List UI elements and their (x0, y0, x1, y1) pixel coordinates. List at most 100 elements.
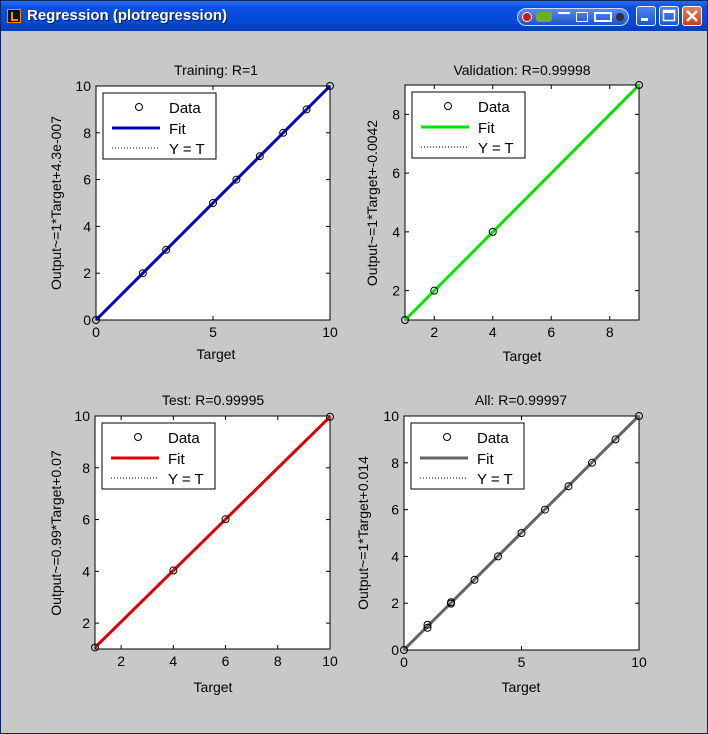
fit-line (94, 84, 332, 322)
legend-label: Data (477, 430, 509, 447)
x-axis-label: Target (197, 346, 236, 362)
legend-data-marker (135, 103, 143, 111)
legend-label: Fit (477, 451, 494, 468)
data-point (209, 199, 217, 207)
y-tick-label: 6 (83, 172, 91, 188)
y-tick-label: 0 (83, 312, 91, 328)
close-button[interactable] (682, 6, 702, 26)
title-bar[interactable]: Regression (plotregression) (1, 1, 707, 31)
legend-label: Data (169, 100, 201, 117)
plot-marks: 0 5 10 0 2 4 6 8 10 (383, 408, 647, 670)
data-point (91, 643, 99, 652)
x-tick-label: 10 (322, 324, 338, 340)
y-tick-label: 10 (74, 408, 90, 424)
title-extra-buttons (517, 8, 629, 26)
test-plot: Test: R=0.99995 Target Output~=0.99*Targ… (48, 392, 338, 695)
x-tick-label: 2 (117, 653, 125, 669)
record-icon[interactable] (522, 12, 532, 22)
data-point (611, 435, 620, 444)
data-point (162, 245, 171, 254)
y-axis-label: Output~=1*Target+4.3e-007 (48, 116, 64, 290)
legend-label: Y = T (169, 141, 205, 158)
legend-data-marker (134, 433, 142, 441)
x-tick-label: 5 (518, 654, 526, 670)
plot-marks: 2 4 6 8 10 2 4 6 8 10 (74, 408, 338, 669)
data-point (232, 175, 241, 184)
x-tick-label: 0 (400, 654, 408, 670)
data-point (494, 552, 502, 561)
x-tick-label: 4 (489, 324, 497, 340)
y-tick-label: 2 (82, 615, 90, 631)
close-icon (686, 10, 698, 22)
x-tick-label: 8 (606, 324, 614, 340)
fit-line (403, 84, 641, 322)
legend: Data Fit Y = T (411, 91, 526, 159)
x-tick-label: 8 (274, 653, 282, 669)
pin-icon[interactable] (558, 12, 570, 20)
data-point (588, 458, 596, 467)
training-plot: Training: R=1 Target Output~=1*Target+4.… (48, 62, 338, 362)
x-axis-label: Target (502, 679, 541, 695)
y-tick-label: 6 (82, 512, 90, 528)
matlab-icon[interactable] (7, 9, 21, 23)
plot-title: Training: R=1 (174, 62, 258, 78)
y-tick-label: 4 (82, 563, 90, 579)
legend-label: Fit (478, 120, 495, 137)
legend-label: Data (168, 430, 200, 447)
data-point (635, 81, 643, 89)
legend-label: Fit (168, 451, 185, 468)
plot-title: Test: R=0.99995 (162, 392, 265, 408)
data-point (326, 412, 334, 421)
y-tick-label: 10 (383, 408, 399, 424)
data-point (279, 128, 288, 137)
legend-label: Y = T (477, 471, 513, 488)
x-axis-label: Target (194, 679, 233, 695)
data-point (635, 412, 643, 420)
dock-icon[interactable] (576, 12, 588, 22)
plot-marks: 0 5 10 0 2 4 6 8 10 (75, 78, 338, 340)
y-tick-label: 4 (392, 224, 400, 240)
window-title: Regression (plotregression) (27, 7, 228, 24)
legend-label: Y = T (168, 471, 204, 488)
x-tick-label: 2 (430, 324, 438, 340)
data-point (255, 152, 264, 161)
y-tick-label: 4 (391, 548, 399, 564)
data-point (564, 482, 573, 491)
legend: Data Fit Y = T (410, 422, 525, 490)
x-tick-label: 5 (209, 324, 217, 340)
y-axis-label: Output~=1*Target+0.014 (355, 456, 371, 610)
maximize-button[interactable] (659, 6, 679, 26)
menu-icon[interactable] (616, 13, 624, 21)
fit-line (93, 415, 332, 649)
minimize-button[interactable] (636, 6, 656, 26)
legend-label: Y = T (478, 140, 514, 157)
data-point (221, 515, 230, 524)
legend: Data Fit Y = T (102, 92, 217, 160)
data-point (541, 505, 549, 514)
validation-plot: Validation: R=0.99998 Target Output~=1*T… (364, 62, 643, 364)
x-tick-label: 4 (169, 653, 177, 669)
y-axis-label: Output~=1*Target+-0.0042 (364, 120, 380, 286)
legend-data-marker (444, 102, 452, 110)
plot-marks: 2 4 6 8 2 4 6 8 (392, 81, 643, 340)
data-point (470, 575, 479, 584)
x-tick-label: 10 (631, 654, 647, 670)
y-axis-label: Output~=0.99*Target+0.07 (48, 450, 64, 616)
legend: Data Fit Y = T (101, 422, 216, 490)
data-point (302, 105, 311, 114)
minimize-icon (641, 18, 648, 21)
y-tick-label: 10 (75, 78, 91, 94)
data-point (92, 316, 100, 324)
x-tick-label: 10 (322, 653, 338, 669)
tile-icon[interactable] (594, 12, 612, 22)
y-tick-label: 8 (82, 460, 90, 476)
nvidia-icon[interactable] (536, 12, 552, 22)
data-point (447, 598, 455, 607)
data-point (169, 566, 178, 575)
data-point (138, 269, 147, 278)
y-tick-label: 6 (391, 502, 399, 518)
x-tick-label: 6 (547, 324, 555, 340)
y-tick-label: 2 (83, 265, 91, 281)
y-tick-label: 8 (392, 106, 400, 122)
